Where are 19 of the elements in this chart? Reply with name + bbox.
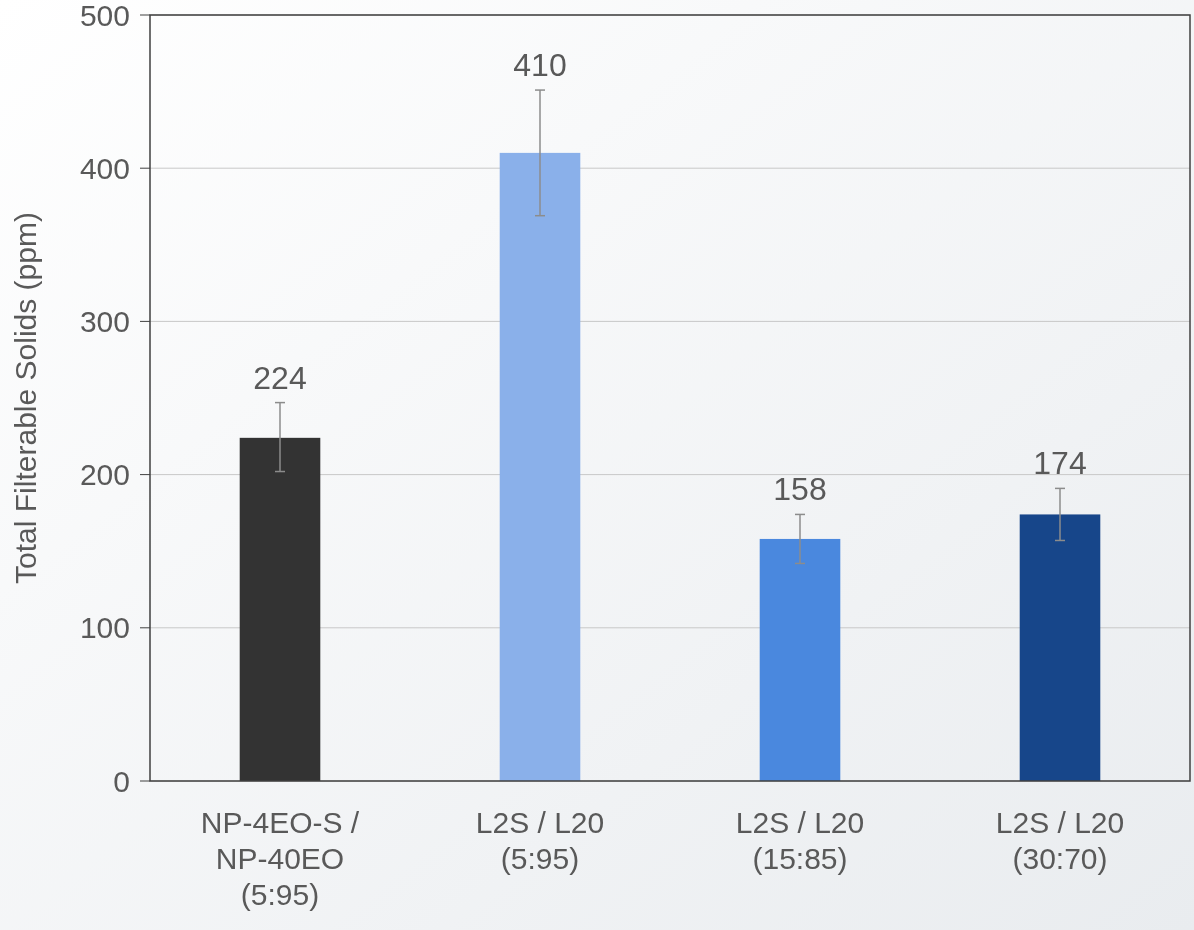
bar <box>499 152 581 781</box>
bar <box>239 437 321 781</box>
bar <box>1019 514 1101 781</box>
x-tick-label: L2S / L20 (5:95) <box>475 806 605 875</box>
y-axis-title: Total Filterable Solids (ppm) <box>9 212 42 584</box>
x-tick-label: L2S / L20 (30:70) <box>995 806 1125 875</box>
y-tick-label: 200 <box>79 458 130 492</box>
y-tick-label: 300 <box>79 304 130 338</box>
y-tick-label: 100 <box>79 611 130 645</box>
data-label: 174 <box>1033 445 1087 482</box>
data-label: 158 <box>773 471 827 508</box>
x-tick-label: NP-4EO-S / NP-40EO (5:95) <box>200 806 360 911</box>
y-tick-label: 500 <box>79 0 130 32</box>
bar <box>759 538 841 781</box>
data-label: 224 <box>253 359 307 396</box>
data-label: 410 <box>513 47 567 84</box>
y-tick-label: 400 <box>79 151 130 185</box>
x-tick-label: L2S / L20 (15:85) <box>735 806 865 875</box>
y-tick-label: 0 <box>113 764 130 798</box>
